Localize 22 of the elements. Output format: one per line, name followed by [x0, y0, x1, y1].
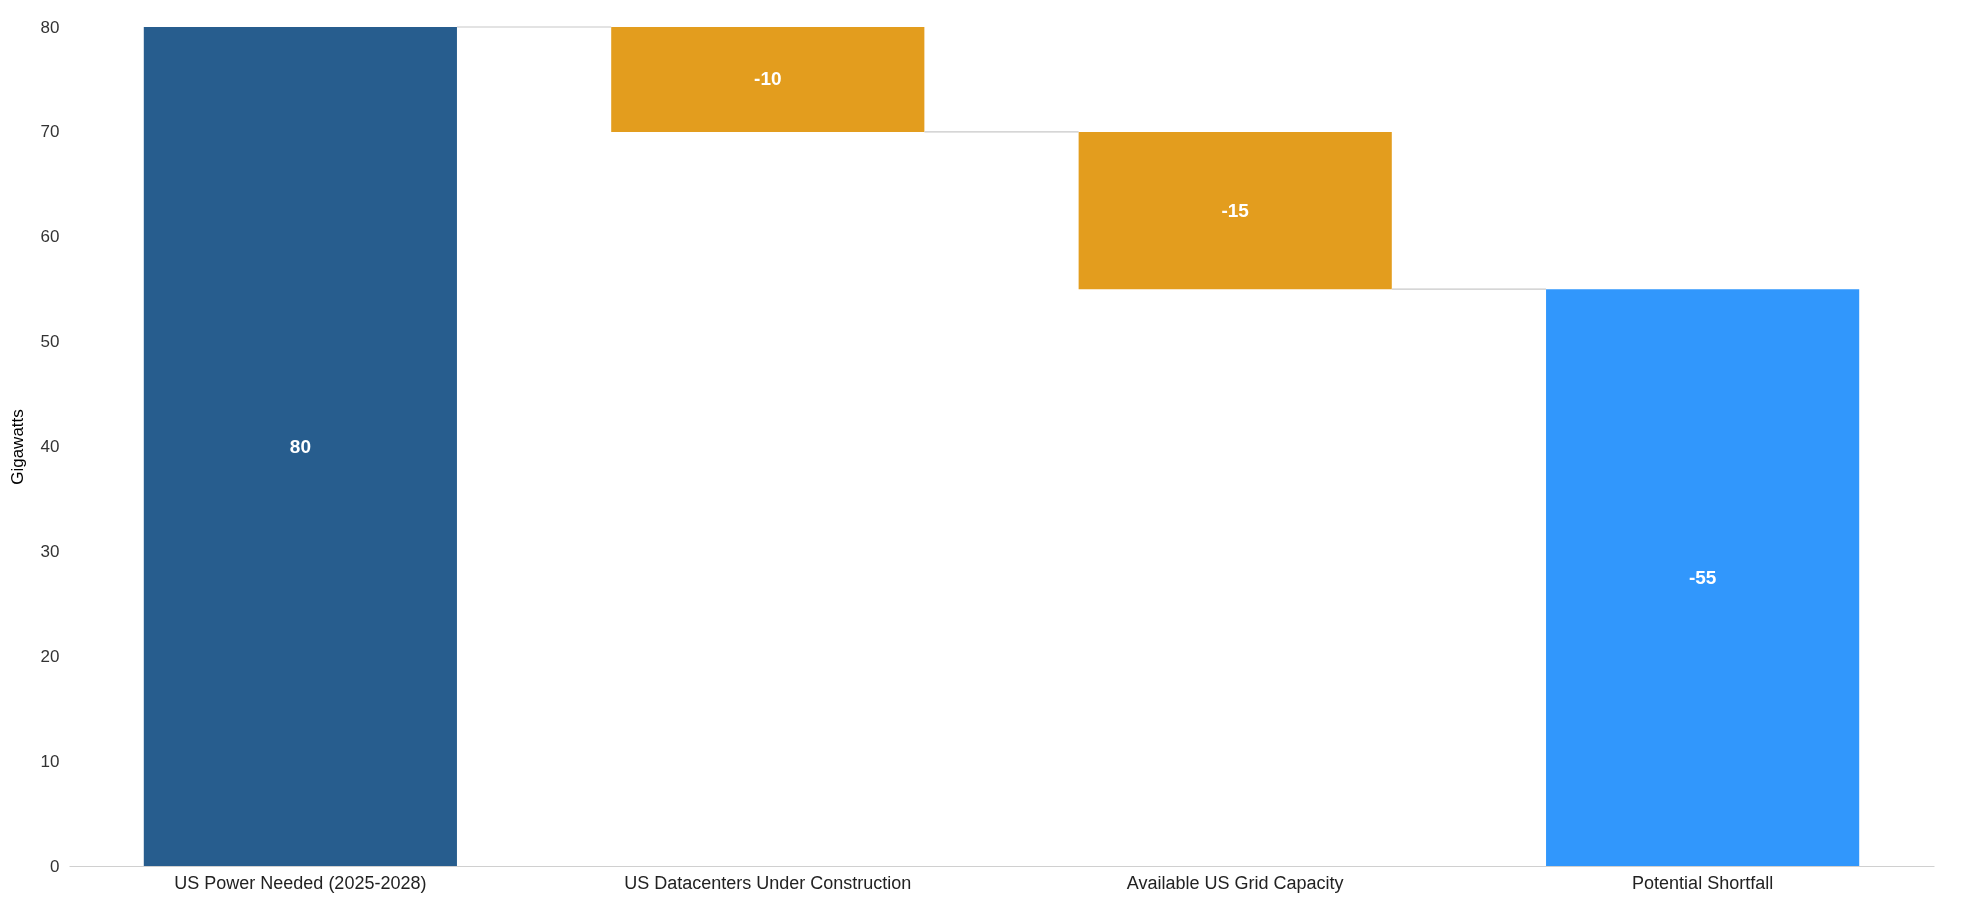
y-tick-label: 70 [40, 122, 60, 142]
data-label: -55 [1688, 566, 1717, 588]
data-label: -15 [1221, 199, 1250, 221]
bar [1546, 289, 1860, 866]
y-tick-label: 40 [40, 437, 60, 456]
y-axis-title: Gigawatts [7, 409, 27, 485]
x-tick-label: Potential Shortfall [1632, 872, 1774, 893]
y-tick-label: 30 [40, 541, 60, 561]
y-tick-label: 20 [40, 646, 60, 666]
x-tick-label: US Datacenters Under Construction [624, 872, 912, 893]
bar [143, 27, 457, 866]
bar [1078, 131, 1392, 290]
data-label: 80 [289, 435, 311, 457]
x-tick-label: US Power Needed (2025-2028) [174, 872, 427, 893]
data-label: -10 [754, 68, 782, 90]
y-tick-label: 80 [40, 17, 60, 37]
y-tick-label: 10 [40, 751, 60, 771]
bar [611, 27, 925, 132]
x-tick-label: Available US Grid Capacity [1126, 872, 1344, 893]
y-tick-label: 0 [50, 856, 60, 876]
y-tick-label: 60 [40, 227, 60, 247]
y-tick-label: 50 [40, 332, 60, 352]
